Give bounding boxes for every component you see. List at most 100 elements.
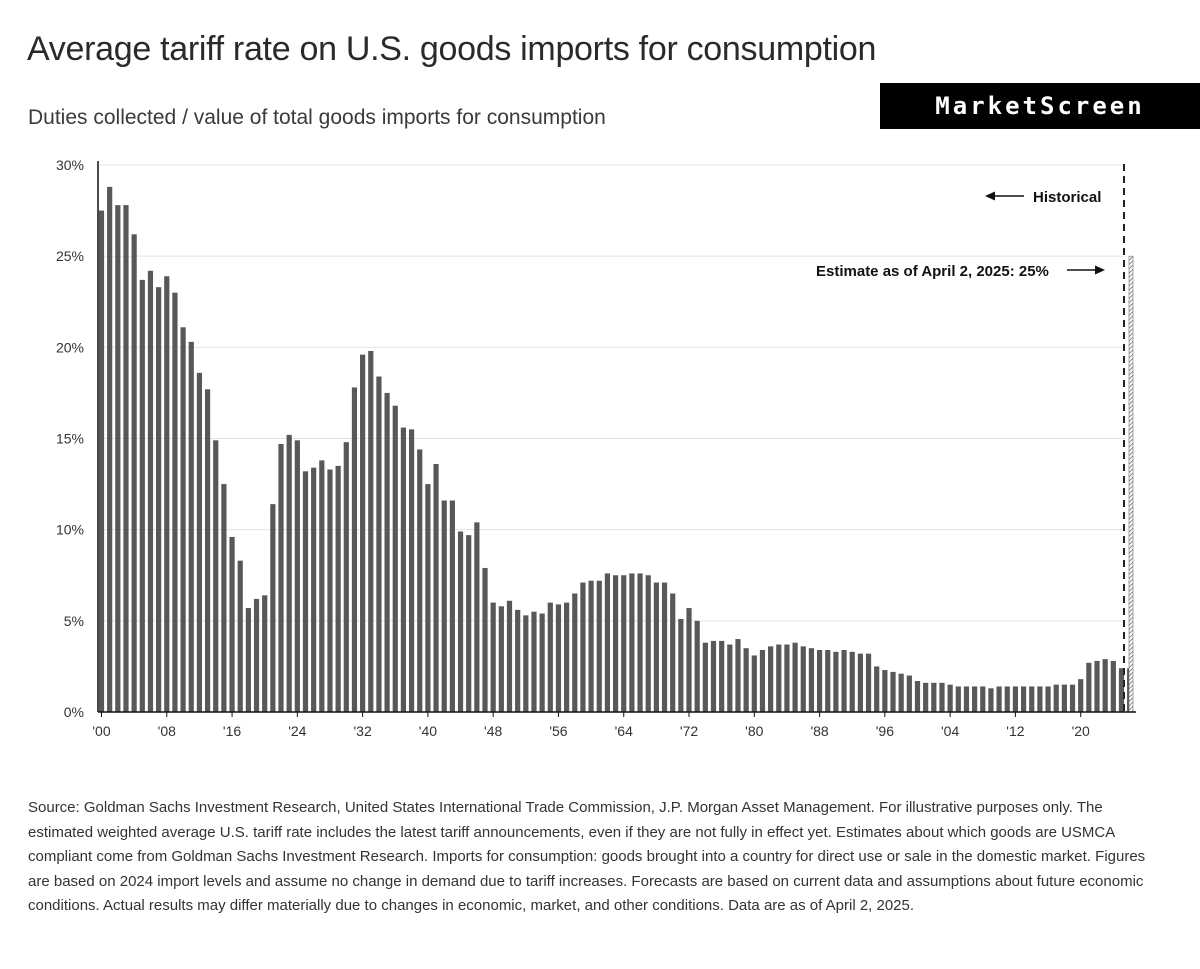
y-tick-label: 0%: [64, 704, 84, 720]
bar: [686, 608, 692, 712]
bar: [213, 440, 219, 712]
x-axis-ticks: '00 '08 '16 '24 '32 '40 '48 '56 '64 '72 '80 '88 '96 '…: [92, 712, 1090, 739]
bar: [270, 504, 276, 712]
bar: [245, 608, 251, 712]
bar: [1037, 686, 1043, 712]
bar: [645, 575, 651, 712]
bar: [351, 387, 358, 712]
bar: [637, 573, 643, 712]
bar: [278, 443, 284, 712]
x-tick-label: '40: [419, 723, 437, 739]
x-tick-label: '04: [941, 723, 959, 739]
bar: [1094, 660, 1100, 712]
bar: [1086, 662, 1092, 712]
y-tick-label: 15%: [56, 431, 84, 447]
bar: [482, 567, 488, 712]
bar: [816, 650, 823, 712]
bar: [425, 484, 431, 712]
bar: [702, 642, 708, 712]
bar: [972, 686, 978, 712]
bar: [1078, 679, 1084, 712]
bar: [988, 688, 994, 712]
bar: [384, 392, 390, 712]
bar: [457, 531, 464, 712]
bar: [1020, 686, 1027, 712]
bar: [1012, 686, 1019, 712]
bar: [221, 484, 227, 712]
bar: [1069, 684, 1076, 712]
bar: [751, 655, 757, 712]
bar: [653, 582, 659, 712]
bar: [139, 279, 145, 712]
bar: [506, 600, 513, 712]
x-tick-label: '12: [1006, 723, 1024, 739]
bar: [604, 573, 611, 712]
bar: [408, 429, 415, 712]
bar: [98, 210, 105, 712]
axes: [97, 161, 1136, 713]
bar: [1118, 668, 1125, 712]
bar: [1029, 686, 1035, 712]
bar: [1110, 660, 1116, 712]
bar: [719, 640, 725, 712]
bar: [196, 372, 203, 712]
bar: [588, 580, 594, 712]
bar: [996, 686, 1002, 712]
bar: [1102, 659, 1108, 712]
bar: [107, 186, 113, 712]
annotation-historical: Historical: [1033, 189, 1101, 206]
grid-lines: [98, 164, 1125, 622]
x-tick-label: '56: [549, 723, 567, 739]
bar: [898, 673, 904, 712]
bar: [857, 653, 863, 712]
bar: [319, 460, 325, 712]
bar: [629, 573, 635, 712]
bar: [539, 613, 545, 712]
bar: [392, 405, 398, 712]
bar: [115, 205, 121, 713]
bar: [237, 560, 243, 712]
estimate-bar: [1128, 255, 1134, 713]
bar: [564, 602, 570, 712]
annotation-estimate: Estimate as of April 2, 2025: 25%: [816, 263, 1049, 280]
bar: [515, 609, 521, 712]
bar: [980, 686, 986, 712]
bar: [874, 666, 880, 712]
bar: [1053, 684, 1059, 712]
bar: [531, 611, 537, 712]
bar: [172, 292, 178, 712]
bar: [596, 580, 602, 712]
bar: [523, 615, 529, 712]
bar: [147, 270, 154, 712]
bar: [547, 602, 553, 712]
bar: [286, 434, 292, 712]
bar: [710, 640, 717, 712]
bar: [743, 648, 749, 712]
y-tick-label: 5%: [64, 613, 84, 629]
x-tick-label: '00: [92, 723, 110, 739]
bar: [849, 651, 855, 712]
arrow-right-icon: [1095, 265, 1105, 275]
bar: [890, 671, 896, 712]
bar: [727, 644, 733, 712]
bar: [164, 276, 170, 712]
bar: [327, 469, 333, 712]
y-tick-label: 20%: [56, 339, 84, 355]
bar: [1061, 684, 1067, 712]
bar: [1004, 686, 1010, 712]
x-tick-label: '08: [158, 723, 176, 739]
bar: [923, 682, 929, 712]
bar: [572, 593, 578, 712]
bar: [947, 684, 953, 712]
bar: [931, 682, 937, 712]
bar: [735, 639, 741, 712]
x-tick-label: '72: [680, 723, 698, 739]
x-tick-label: '16: [223, 723, 241, 739]
bar: [449, 500, 455, 712]
bar: [670, 593, 676, 712]
bar: [808, 648, 815, 712]
bar: [466, 535, 472, 712]
bar: [1045, 686, 1051, 712]
bar: [768, 646, 774, 712]
bar: [498, 606, 504, 712]
